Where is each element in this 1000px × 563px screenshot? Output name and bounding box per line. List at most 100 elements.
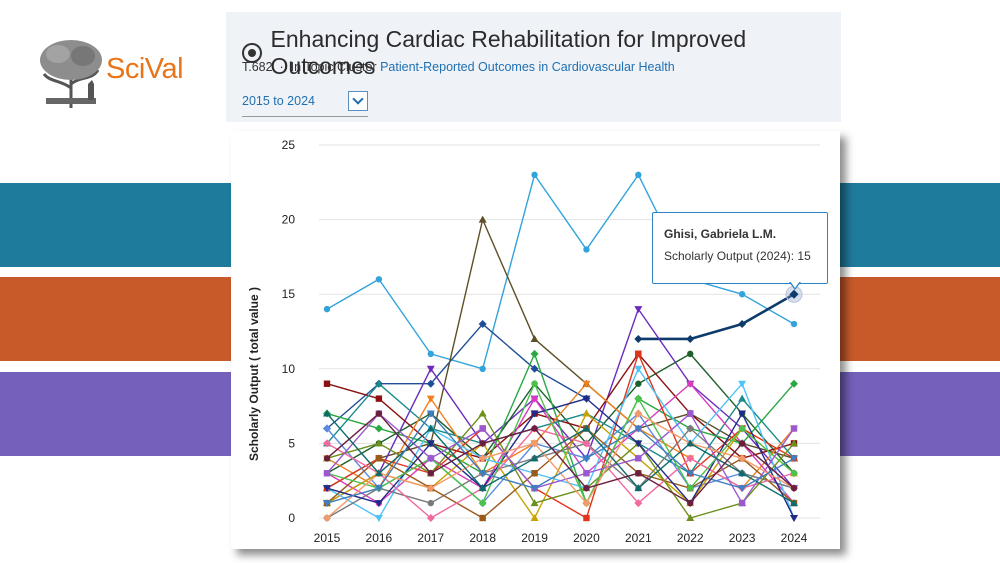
series-line [326, 323, 587, 430]
y-tick-label: 15 [282, 287, 296, 301]
data-point [375, 276, 383, 283]
y-tick-label: 0 [288, 511, 295, 525]
data-point [323, 470, 331, 477]
data-point [635, 350, 642, 358]
data-point [738, 410, 747, 418]
elsevier-tree-icon [40, 40, 102, 108]
data-point [375, 410, 383, 417]
data-point [427, 499, 434, 507]
x-tick-label: 2024 [781, 531, 808, 545]
page-title: Enhancing Cardiac Rehabilitation for Imp… [270, 26, 747, 79]
x-tick-label: 2018 [469, 531, 496, 545]
data-point [582, 439, 591, 448]
data-point [687, 484, 694, 492]
title-row: Enhancing Cardiac Rehabilitation for Imp… [242, 26, 841, 80]
data-point [375, 395, 383, 402]
data-point [634, 499, 643, 508]
topic-meta: T.682 · In Topic Cluster Patient-Reporte… [242, 60, 675, 74]
tooltip-value: Scholarly Output (2024): 15 [664, 249, 811, 263]
data-point [790, 484, 798, 492]
scival-logo [36, 36, 206, 110]
series-line [326, 412, 795, 519]
y-tick-label: 25 [282, 138, 296, 152]
data-point [635, 380, 642, 387]
chevron-down-icon[interactable] [348, 91, 368, 111]
data-point [426, 440, 435, 448]
data-point [583, 514, 590, 522]
data-point [790, 320, 798, 328]
data-point [738, 469, 747, 477]
data-point [634, 334, 643, 343]
data-point [530, 499, 539, 507]
x-tick-label: 2016 [366, 531, 393, 545]
data-point [686, 334, 695, 343]
data-point [790, 499, 798, 507]
data-point [738, 394, 747, 402]
data-point [738, 499, 746, 507]
y-tick-label: 5 [288, 436, 295, 450]
data-point [323, 514, 331, 522]
data-point [790, 515, 798, 522]
data-point [738, 380, 747, 388]
x-tick-label: 2017 [417, 531, 444, 545]
data-point [687, 350, 694, 358]
data-point [479, 499, 486, 507]
data-point [582, 455, 591, 463]
data-point [323, 409, 331, 417]
data-point [427, 455, 434, 462]
data-point [635, 455, 642, 462]
tooltip-author: Ghisi, Gabriela L.M. [664, 227, 777, 241]
data-point [479, 365, 486, 372]
data-point [686, 454, 695, 463]
data-point [686, 514, 695, 521]
data-point [582, 380, 591, 388]
data-point [478, 454, 487, 463]
data-point [790, 439, 798, 447]
line-chart: 0 5 10 15 20 25 2015 2016 2017 2018 2019 2020 2021 20… [282, 138, 820, 545]
data-point [634, 306, 643, 314]
data-point [530, 454, 539, 462]
series-line [638, 293, 795, 341]
year-range-select[interactable]: 2015 to 2024 [242, 91, 368, 117]
data-point [323, 485, 331, 493]
series-line [326, 383, 795, 474]
chart-panel: 0 5 10 15 20 25 2015 2016 2017 2018 2019 2020 2021 20… [231, 131, 840, 549]
data-point [634, 365, 643, 373]
data-point [323, 305, 331, 313]
data-point [582, 395, 591, 403]
data-point [635, 470, 642, 477]
data-point [426, 410, 435, 418]
data-point [634, 440, 643, 448]
data-point [478, 484, 487, 492]
data-point [479, 514, 486, 522]
data-point [323, 380, 331, 387]
data-point [323, 455, 331, 462]
data-point [531, 425, 538, 432]
data-point [583, 484, 590, 492]
data-point [530, 349, 539, 358]
x-tick-label: 2022 [677, 531, 704, 545]
data-point [687, 499, 694, 507]
x-tick-label: 2019 [521, 531, 548, 545]
highlight-point [789, 289, 799, 299]
series-line [326, 412, 795, 504]
data-point [582, 424, 591, 432]
data-point [530, 410, 539, 418]
data-point [582, 409, 591, 417]
data-point [530, 439, 539, 448]
data-point [790, 379, 798, 388]
data-point [374, 485, 383, 493]
y-axis-label: Scholarly Output ( total value ) [247, 286, 261, 461]
data-point [478, 470, 487, 478]
data-point [790, 470, 798, 477]
data-point [738, 320, 747, 329]
data-point [790, 425, 798, 432]
data-point [530, 334, 539, 342]
data-point [687, 380, 694, 387]
data-point [478, 215, 487, 223]
data-point [687, 425, 694, 432]
data-point [530, 364, 539, 373]
x-tick-label: 2015 [314, 531, 341, 545]
data-point [426, 395, 435, 403]
topic-cluster-link[interactable]: Patient-Reported Outcomes in Cardiovascu… [380, 60, 675, 74]
